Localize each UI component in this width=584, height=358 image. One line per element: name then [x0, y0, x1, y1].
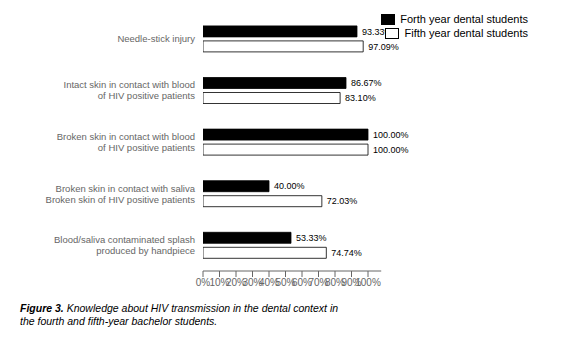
svg-text:Needle-stick injury: Needle-stick injury: [117, 33, 195, 44]
svg-text:Blood/saliva contaminated spla: Blood/saliva contaminated splashproduced…: [54, 234, 195, 256]
svg-text:10%: 10%: [209, 277, 230, 289]
svg-text:0%: 0%: [196, 277, 211, 288]
svg-text:74.74%: 74.74%: [331, 248, 362, 258]
svg-text:100.00%: 100.00%: [373, 145, 409, 155]
svg-text:Broken skin in contact with sa: Broken skin in contact with salivaBroken…: [46, 183, 196, 205]
svg-text:Broken skin in contact with bl: Broken skin in contact with bloodof HIV …: [57, 131, 196, 153]
svg-text:53.33%: 53.33%: [296, 233, 327, 243]
svg-text:100%: 100%: [355, 277, 381, 288]
svg-text:40%: 40%: [259, 277, 279, 289]
html-text:Forth year dental students: Forth year dental students: [400, 13, 528, 25]
svg-text:70%: 70%: [308, 277, 329, 289]
html-text:Figure 3. Knowledge about HIV: Figure 3. Knowledge about HIV transmissi…: [20, 302, 339, 327]
svg-text:40.00%: 40.00%: [274, 181, 305, 191]
svg-text:60%: 60%: [292, 277, 312, 289]
svg-text:97.09%: 97.09%: [368, 42, 399, 52]
svg-text:100.00%: 100.00%: [373, 130, 409, 140]
svg-text:72.03%: 72.03%: [327, 196, 358, 206]
svg-text:83.10%: 83.10%: [345, 93, 376, 103]
svg-text:90%: 90%: [341, 277, 362, 289]
svg-text:Intact skin in contact with bl: Intact skin in contact with bloodof HIV …: [64, 79, 196, 101]
svg-text:30%: 30%: [242, 277, 263, 289]
svg-text:86.67%: 86.67%: [351, 78, 382, 88]
html-text:Fifth year dental students: Fifth year dental students: [404, 27, 528, 39]
svg-text:50%: 50%: [275, 277, 296, 289]
svg-text:20%: 20%: [226, 277, 246, 289]
svg-text:93.33%: 93.33%: [362, 27, 393, 37]
svg-text:80%: 80%: [325, 277, 345, 289]
